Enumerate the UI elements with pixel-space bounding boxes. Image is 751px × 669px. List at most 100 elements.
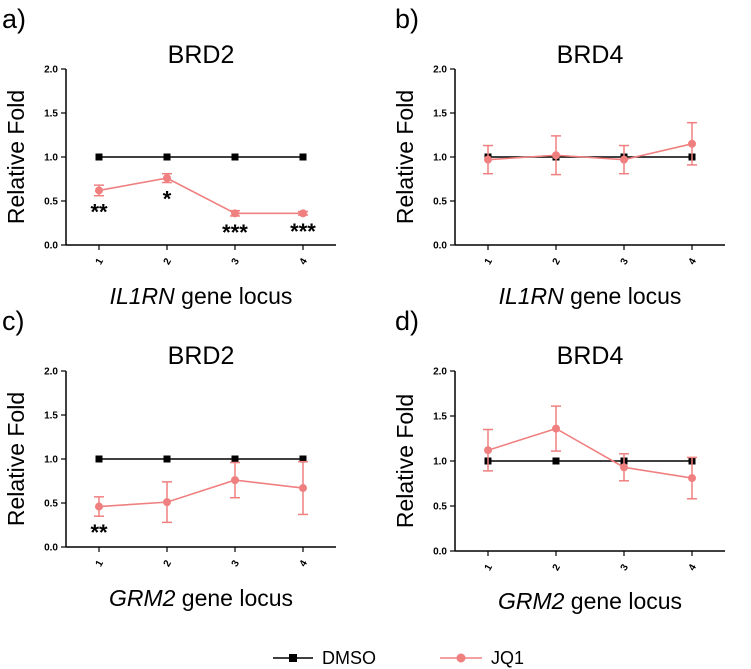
y-tick-label: 1.0 [433,153,447,164]
data-point-jq1 [484,155,492,164]
x-tick-label: 4 [687,256,700,267]
y-tick-label: 0.5 [433,502,447,513]
x-axis-label: GRM2 gene locus [498,588,682,614]
data-point-jq1 [163,498,171,507]
significance-marker: * [163,187,172,212]
y-tick-label: 1.5 [433,109,447,120]
y-tick-label: 1.5 [44,109,58,120]
gene-name: IL1RN [499,283,565,309]
x-tick-label: 4 [687,562,700,573]
y-tick-label: 2.0 [433,367,447,378]
significance-marker: *** [222,220,248,245]
panel-title: BRD4 [557,342,624,370]
y-axis-label: Relative Fold [392,394,418,528]
series-line-jq1 [98,177,303,215]
data-point-jq1 [299,484,307,493]
x-tick-label: 4 [298,558,311,569]
x-axis-label-rest: gene locus [175,585,293,611]
data-point-dmso [299,153,307,161]
y-tick-label: 2.0 [433,65,447,76]
x-tick-label: 2 [162,558,175,569]
legend-label-dmso: DMSO [322,648,376,668]
y-tick-label: 0.0 [44,543,58,554]
series-line-jq1 [487,143,693,161]
y-tick-label: 1.5 [433,412,447,423]
panel-letter: a) [2,4,26,34]
data-point-dmso [163,153,171,161]
panel-letter: d) [395,306,419,336]
panel-title: BRD2 [168,342,235,370]
x-tick-label: 1 [483,562,496,573]
data-point-jq1 [620,155,628,164]
data-point-jq1 [231,209,239,218]
x-tick-label: 2 [551,256,564,267]
data-point-dmso [95,455,103,463]
y-axis-label: Relative Fold [392,90,418,224]
x-tick-label: 1 [483,256,496,267]
y-tick-label: 0.5 [44,197,58,208]
data-point-dmso [231,455,239,463]
y-tick-label: 1.0 [44,455,58,466]
x-tick-label: 4 [298,256,311,267]
legend: DMSO JQ1 [273,648,524,668]
data-point-jq1 [552,424,560,433]
x-axis-label: GRM2 gene locus [109,585,293,611]
chart-panel-4: d) BRD4 Relative Fold GRM2 gene locus 0.0 0.5… [392,306,725,614]
data-point-jq1 [163,174,171,183]
legend-marker-jq1 [456,653,466,663]
x-tick-label: 1 [94,256,107,267]
legend-label-jq1: JQ1 [491,648,524,668]
x-tick-label: 3 [619,256,632,267]
data-point-jq1 [552,151,560,160]
data-point-dmso [231,153,239,161]
y-tick-label: 0.5 [44,499,58,510]
significance-marker: ** [90,200,108,225]
gene-name: GRM2 [498,588,565,614]
significance-marker: *** [290,219,316,244]
y-tick-label: 2.0 [44,65,58,76]
y-axis-label: Relative Fold [3,392,29,526]
x-tick-label: 3 [230,558,243,569]
x-tick-label: 1 [94,558,107,569]
y-tick-label: 2.0 [44,367,58,378]
data-point-dmso [163,455,171,463]
y-tick-label: 0.5 [433,197,447,208]
data-point-jq1 [688,139,696,148]
chart-panel-2: b) BRD4 Relative Fold IL1RN gene locus 0.0 0.… [392,4,725,309]
gene-name: GRM2 [109,585,176,611]
data-point-jq1 [484,446,492,455]
y-tick-label: 1.5 [44,411,58,422]
panel-letter: b) [395,4,419,34]
y-axis-label: Relative Fold [3,90,29,224]
x-tick-label: 3 [230,256,243,267]
y-tick-label: 0.0 [433,241,447,252]
chart-panel-1: a) BRD2 Relative Fold IL1RN gene locus 0.0 0.… [2,4,336,309]
chart-panel-3: c) BRD2 Relative Fold GRM2 gene locus 0.0 0.5… [2,306,336,611]
x-axis-label: IL1RN gene locus [110,283,293,309]
x-axis-label-rest: gene locus [564,283,682,309]
data-point-dmso [95,153,103,161]
data-point-jq1 [95,186,103,195]
y-tick-label: 1.0 [44,153,58,164]
data-point-jq1 [620,463,628,472]
x-axis-label-rest: gene locus [175,283,293,309]
x-axis-label: IL1RN gene locus [499,283,682,309]
y-tick-label: 0.0 [44,241,58,252]
x-tick-label: 3 [619,562,632,573]
x-tick-label: 2 [551,562,564,573]
data-point-jq1 [688,474,696,483]
y-tick-label: 0.0 [433,547,447,558]
x-tick-label: 2 [162,256,175,267]
data-point-jq1 [95,502,103,511]
panel-title: BRD2 [168,41,235,69]
series-line-jq1 [98,479,304,508]
gene-name: IL1RN [110,283,176,309]
data-point-dmso [552,457,560,465]
y-tick-label: 1.0 [433,457,447,468]
series-line-jq1 [487,427,693,479]
data-point-jq1 [231,476,239,485]
panel-letter: c) [2,306,25,336]
significance-marker: ** [90,520,108,545]
panel-title: BRD4 [557,41,624,69]
